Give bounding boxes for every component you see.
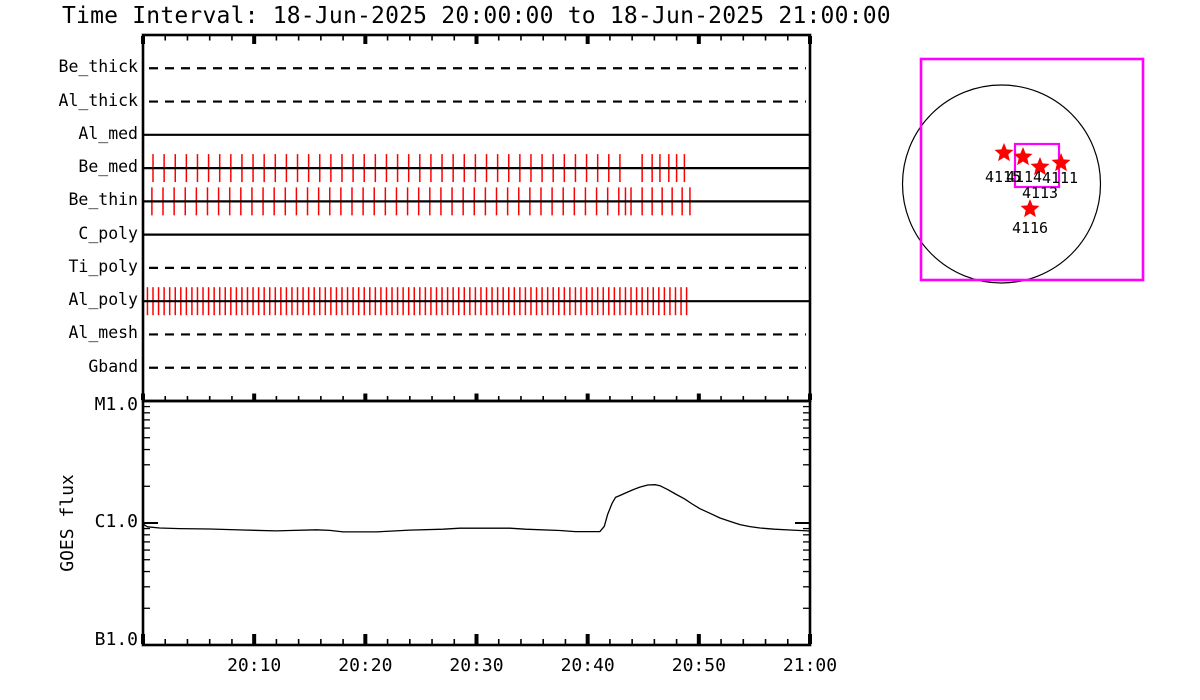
filter-label-Al_thick: Al_thick xyxy=(58,90,138,110)
filter-label-Ti_poly: Ti_poly xyxy=(68,256,138,276)
timeline-bottom-axis-ticks xyxy=(141,393,812,400)
filter-label-Be_thin: Be_thin xyxy=(68,190,138,210)
active-region-star-4113 xyxy=(1030,157,1050,176)
goes-ytick-label-C1.0: C1.0 xyxy=(94,511,138,532)
filter-label-Be_thick: Be_thick xyxy=(58,57,138,77)
timeline-top-axis-ticks xyxy=(141,36,812,44)
fov-outer-box xyxy=(919,57,1145,282)
active-region-label-4111: 4111 xyxy=(1041,169,1079,187)
filter-label-C_poly: C_poly xyxy=(78,223,138,243)
active-region-label-4114: 4114 xyxy=(1005,168,1043,186)
goes-y-axis-title: GOES flux xyxy=(57,474,78,572)
active-region-star-4114 xyxy=(1013,147,1033,166)
goes-panel-frame xyxy=(141,399,812,647)
time-tick-label-20:40: 20:40 xyxy=(560,655,615,676)
active-region-star-4115 xyxy=(994,143,1014,162)
time-tick-label-21:00: 21:00 xyxy=(782,655,838,676)
active-region-star-4116 xyxy=(1020,199,1040,218)
time-tick-label-20:30: 20:30 xyxy=(449,655,504,676)
time-tick-label-20:50: 20:50 xyxy=(671,655,726,676)
active-region-label-4116: 4116 xyxy=(1011,219,1049,237)
filter-label-Al_poly: Al_poly xyxy=(68,290,138,310)
solar-limb-circle xyxy=(901,84,1102,284)
active-region-label-4115: 4115 xyxy=(984,168,1022,186)
filter-row-lines xyxy=(143,67,810,369)
active-region-star-4111 xyxy=(1051,153,1071,172)
active-region-label-4113: 4113 xyxy=(1021,184,1059,202)
goes-ytick-label-B1.0: B1.0 xyxy=(94,629,138,650)
timeline-panel-frame xyxy=(141,33,812,403)
page-title: Time Interval: 18-Jun-2025 20:00:00 to 1… xyxy=(62,3,891,29)
goes-y-axis-ticks xyxy=(143,400,810,646)
filter-label-Gband: Gband xyxy=(88,356,138,376)
goes-ytick-label-M1.0: M1.0 xyxy=(94,394,138,415)
sun-map xyxy=(901,57,1145,284)
goes-flux-curve xyxy=(142,484,811,533)
time-tick-label-20:20: 20:20 xyxy=(338,655,393,676)
filter-label-Al_med: Al_med xyxy=(78,123,138,143)
filter-label-Al_mesh: Al_mesh xyxy=(68,323,138,343)
filter-label-Be_med: Be_med xyxy=(78,157,138,177)
time-tick-label-20:10: 20:10 xyxy=(227,655,282,676)
goes-bottom-axis-ticks xyxy=(141,634,812,644)
